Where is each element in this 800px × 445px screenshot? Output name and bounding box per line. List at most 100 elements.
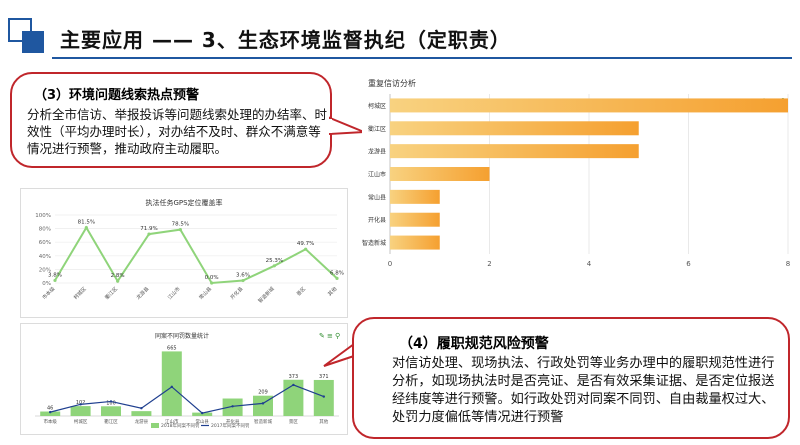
data-point[interactable] <box>210 281 214 285</box>
data-point[interactable] <box>49 410 52 414</box>
header-divider <box>52 57 792 59</box>
data-point[interactable] <box>241 278 245 283</box>
data-point[interactable] <box>335 276 339 280</box>
legend-label: 2018年同案不同罚 <box>161 422 200 429</box>
data-label: 0.0% <box>205 275 219 281</box>
bar[interactable] <box>101 406 121 416</box>
data-point[interactable] <box>170 385 173 389</box>
data-point[interactable] <box>231 405 234 408</box>
y-tick-label: 0% <box>42 281 51 287</box>
data-label: 665 <box>167 345 177 351</box>
x-tick-label: 龙游县 <box>135 285 151 301</box>
bar[interactable] <box>390 167 490 181</box>
data-label: 102 <box>76 400 86 406</box>
y-tick-label: 40% <box>39 254 51 260</box>
x-tick-label: 柯城区 <box>74 418 88 425</box>
zoom-icon[interactable]: ⚲ <box>335 332 340 340</box>
callout-compliance-warning: （4）履职规范风险预警 对信访处理、现场执法、行政处罚等业务办理中的履职规范性进… <box>352 317 790 439</box>
x-tick-label: 智造新城 <box>254 418 272 425</box>
callout-body: 分析全市信访、举报投诉等问题线索处理的办结率、时效性（平均办理时长），对办结不及… <box>27 107 328 156</box>
category-label: 智造新城 <box>362 239 386 247</box>
data-label: 49.7% <box>297 241 314 247</box>
x-tick-label: 景区 <box>289 419 298 425</box>
bar[interactable] <box>192 412 213 416</box>
legend-label: 2017年同案不同罚 <box>211 422 250 429</box>
x-tick-label: 江山市 <box>165 418 179 425</box>
x-tick-label: 衢江区 <box>104 285 120 301</box>
data-point[interactable] <box>79 403 82 406</box>
bar[interactable] <box>161 351 182 416</box>
data-point[interactable] <box>116 279 120 283</box>
data-point[interactable] <box>322 395 325 398</box>
chart-title: 重复信访分析 <box>368 78 416 88</box>
data-label: 371 <box>319 374 329 380</box>
data-point[interactable] <box>261 402 265 405</box>
data-label: 3.6% <box>236 273 250 279</box>
series-line <box>54 225 338 285</box>
bar[interactable] <box>390 98 788 113</box>
data-point[interactable] <box>84 225 88 230</box>
category-label: 衢江区 <box>368 125 386 133</box>
data-point[interactable] <box>147 232 151 236</box>
data-point[interactable] <box>304 247 308 251</box>
data-point[interactable] <box>53 278 57 283</box>
data-label: 78.5% <box>172 222 189 228</box>
x-tick-label: 0 <box>388 260 392 268</box>
logo-square-filled <box>22 31 44 53</box>
data-label: 25.3% <box>266 258 283 264</box>
data-label: 6.8% <box>330 270 344 276</box>
callout-body: 对信访处理、现场执法、行政处罚等业务办理中的履职规范性进行分析，如现场执法时是否… <box>392 356 775 425</box>
data-point[interactable] <box>178 228 182 232</box>
x-tick-label: 江山市 <box>166 285 182 301</box>
data-label: 373 <box>289 374 299 380</box>
x-tick-label: 2 <box>487 260 491 268</box>
callout-title: （3）环境问题线索热点预警 <box>34 88 200 103</box>
bar[interactable] <box>390 121 639 136</box>
x-tick-label: 柯城区 <box>72 285 88 301</box>
data-label: 71.9% <box>140 226 157 232</box>
category-label: 常山县 <box>368 193 386 201</box>
x-tick-label: 8 <box>786 260 790 268</box>
bar[interactable] <box>390 189 440 204</box>
x-tick-label: 市本级 <box>43 418 57 425</box>
chart-toolbar[interactable]: ✎ ≡ ⚲ <box>319 332 340 340</box>
bar[interactable] <box>390 144 639 159</box>
bar[interactable] <box>70 406 91 416</box>
data-point[interactable] <box>140 407 143 410</box>
bar[interactable] <box>390 235 440 250</box>
chart-plot: 0% 20% 40% 60% 80% 100% 3.8% 市本级 81.5% 柯城区 2.8% 衢江区… <box>35 213 344 305</box>
x-tick-label: 常山县 <box>195 418 209 425</box>
y-tick-label: 100% <box>35 213 51 219</box>
x-tick-label: 6 <box>686 260 691 268</box>
logo-square-outline <box>8 18 32 42</box>
x-tick-label: 市本级 <box>41 285 57 301</box>
gps-coverage-chart: 执法任务GPS定位覆盖率 0% 20% 40% 60% 80% 100% 3.8% 市本级 81… <box>20 188 348 318</box>
bar[interactable] <box>313 379 334 416</box>
edit-icon[interactable]: ✎ <box>319 332 325 340</box>
data-label: 2.8% <box>111 273 125 279</box>
x-tick-label: 开化县 <box>229 285 245 301</box>
penalty-stat-chart: 同案不同罚数量统计 ✎ ≡ ⚲ 46 市本级 102 柯城区 100 衢江区 龙游县 665 江… <box>20 323 348 435</box>
page-title: 主要应用 —— 3、生态环境监督执纪（定职责） <box>60 28 511 52</box>
bar[interactable] <box>283 379 304 416</box>
bar[interactable] <box>390 212 440 227</box>
bar[interactable] <box>131 411 152 416</box>
y-tick-label: 80% <box>39 227 51 233</box>
data-point[interactable] <box>272 264 276 268</box>
header: 主要应用 —— 3、生态环境监督执纪（定职责） <box>0 0 800 66</box>
data-point[interactable] <box>292 383 295 387</box>
x-tick-label: 龙游县 <box>135 418 149 425</box>
category-label: 龙游县 <box>368 148 386 156</box>
x-tick-label: 智造新城 <box>257 285 276 304</box>
callout-title: （4）履职规范风险预警 <box>399 336 549 352</box>
legend-swatch <box>151 423 159 428</box>
bar[interactable] <box>40 411 61 416</box>
callout-tail <box>326 116 365 136</box>
x-tick-label: 景区 <box>295 285 307 297</box>
data-view-icon[interactable]: ≡ <box>327 332 333 340</box>
category-label: 柯城区 <box>368 102 386 110</box>
data-point[interactable] <box>201 411 204 415</box>
data-point[interactable] <box>109 400 113 403</box>
x-tick-label: 其他 <box>319 418 328 425</box>
